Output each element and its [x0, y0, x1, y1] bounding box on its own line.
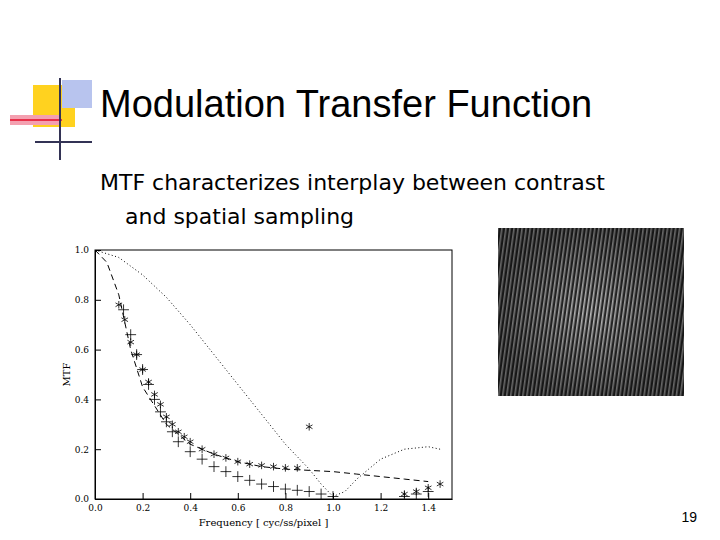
tick-mark: [190, 493, 191, 499]
tick-label: 0.2: [75, 445, 89, 455]
point: [399, 491, 410, 499]
tick: 0.6: [75, 345, 101, 355]
point: [121, 316, 128, 324]
point: [282, 464, 289, 472]
point: [270, 463, 277, 471]
point: [137, 364, 148, 375]
chart: 0.0 0.2 0.4 0.6 0.8 1.0 1.2 1.4 0.0 0.2 0.4 0.6 0.8 1…: [61, 245, 453, 528]
axis-line: [96, 499, 453, 500]
point: [223, 454, 230, 462]
red-line: [10, 119, 62, 121]
tick-label: 0.4: [184, 503, 199, 513]
point: [118, 304, 129, 315]
tick: 0.8: [75, 295, 101, 305]
point: [280, 484, 291, 495]
tick-label: 0.6: [231, 503, 246, 513]
decoration: [10, 78, 92, 160]
x-axis-title: Frequency [ cyc/ss/pixel ]: [199, 517, 329, 528]
point: [246, 460, 253, 468]
point: [232, 471, 243, 482]
axis-line: [95, 251, 96, 500]
point: [116, 301, 123, 309]
point: [143, 379, 154, 390]
tick-label: 1.4: [422, 503, 437, 513]
tick: 0.2: [136, 493, 150, 513]
point: [411, 489, 422, 499]
point: [258, 462, 265, 470]
blue-square: [62, 80, 92, 108]
tick-mark: [95, 499, 101, 500]
point: [235, 458, 242, 466]
tick-label: 0.0: [88, 503, 103, 513]
slide-text: and spatial sampling: [125, 204, 354, 229]
tick-mark: [381, 493, 382, 499]
point: [173, 436, 184, 447]
tick-label: 0.8: [279, 503, 294, 513]
series-line: [95, 250, 440, 497]
plot-marks: [95, 250, 443, 499]
point: [209, 461, 220, 472]
tick: 1.4: [422, 493, 437, 513]
point: [185, 446, 196, 457]
point: [125, 329, 136, 340]
tick: 0.4: [184, 493, 199, 513]
tick: 0.4: [75, 395, 101, 405]
tick-mark: [238, 493, 239, 499]
tick-label: 0.8: [75, 295, 90, 305]
tick: 0.8: [279, 493, 294, 513]
point: [167, 426, 178, 437]
tick-label: 1.0: [75, 245, 90, 255]
tick: 0.0: [75, 494, 101, 504]
horizontal-rule: [35, 141, 92, 143]
tick-label: 0.6: [75, 345, 90, 355]
slide-text: MTF characterizes interplay between cont…: [100, 170, 605, 195]
slide-title: Modulation Transfer Function: [100, 83, 592, 125]
tick-mark: [95, 300, 101, 301]
point: [316, 489, 327, 499]
vertical-rule: [59, 78, 61, 160]
tick: 1.2: [374, 493, 388, 513]
tick: 1.0: [326, 493, 341, 513]
slide: Modulation Transfer Function MTF characte…: [0, 0, 720, 540]
plot-frame: [95, 250, 452, 499]
y-axis-title: MTF: [61, 363, 72, 387]
tick-mark: [95, 449, 101, 450]
x-axis: 0.0 0.2 0.4 0.6 0.8 1.0 1.2 1.4: [88, 493, 452, 513]
tick-label: 0.0: [75, 494, 90, 504]
point: [294, 464, 301, 472]
tick-label: 1.2: [374, 503, 388, 513]
tick-mark: [95, 350, 101, 351]
tick-mark: [95, 399, 101, 400]
point: [211, 450, 218, 458]
tick: 0.2: [75, 445, 101, 455]
tick-label: 0.2: [136, 503, 150, 513]
point: [437, 480, 444, 488]
point: [199, 445, 206, 453]
point: [187, 438, 194, 446]
point: [161, 416, 172, 427]
point: [306, 423, 313, 431]
point: [221, 466, 232, 477]
point: [292, 485, 303, 496]
tick: 1.0: [75, 245, 101, 255]
point: [328, 491, 339, 499]
tick: 0.6: [231, 493, 246, 513]
y-axis: 0.0 0.2 0.4 0.6 0.8 1.0: [75, 245, 101, 504]
point: [268, 481, 279, 492]
point: [131, 349, 142, 360]
point: [197, 454, 208, 465]
point: [423, 486, 434, 497]
tick-mark: [143, 493, 144, 499]
point: [155, 406, 166, 417]
point: [304, 486, 315, 497]
tick-label: 0.4: [75, 395, 90, 405]
series-line: [95, 250, 428, 482]
point: [149, 394, 160, 405]
point: [181, 433, 188, 441]
tick-label: 1.0: [326, 503, 341, 513]
point: [244, 475, 255, 486]
page-number: 19: [681, 509, 697, 525]
point: [256, 479, 267, 490]
grating-image: [498, 228, 684, 396]
